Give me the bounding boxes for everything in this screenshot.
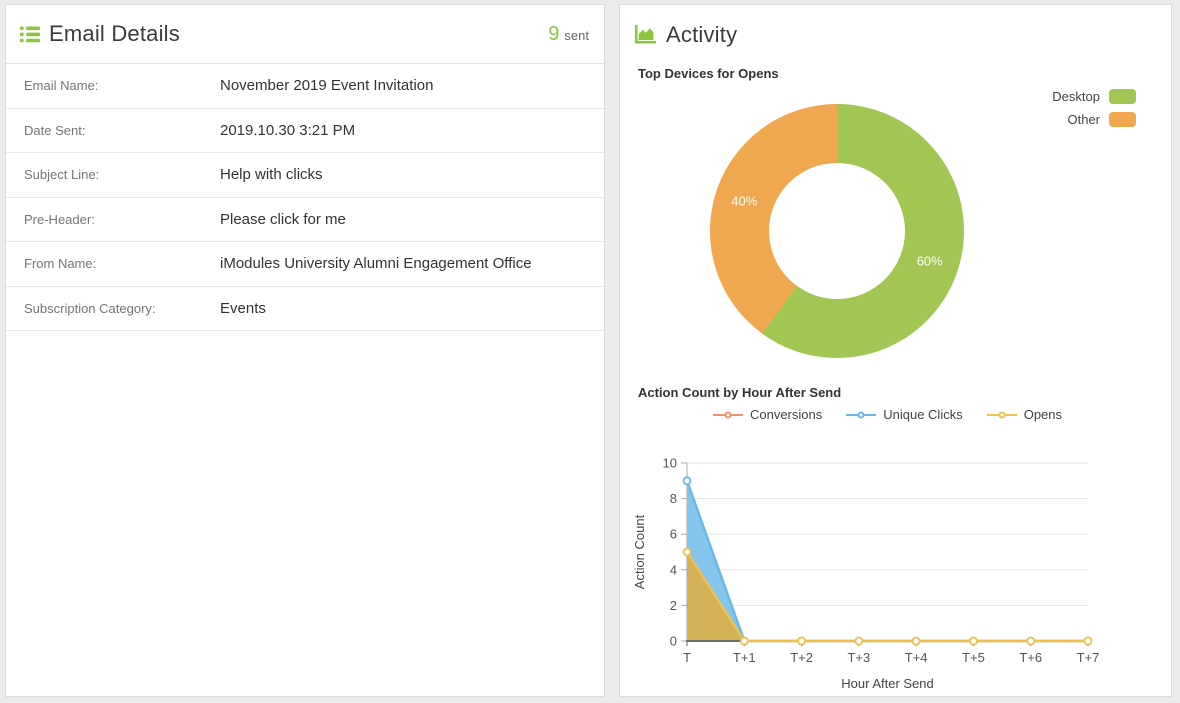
svg-text:Action Count: Action Count [632, 514, 647, 589]
svg-text:T+1: T+1 [733, 650, 756, 665]
svg-text:T+2: T+2 [790, 650, 813, 665]
activity-header: Activity [620, 5, 1171, 64]
activity-panel: Activity Top Devices for Opens 60% 40% De… [619, 4, 1172, 697]
action-count-chart: 0 2 4 6 8 10 T T+1 T+2 T+3 T+4 T+5 T+6 T+7 Hour After … [632, 456, 1100, 692]
field-value: iModules University Alumni Engagement Of… [220, 255, 532, 273]
email-details-panel: Email Details 9 sent Email Name: Novembe… [5, 4, 605, 697]
svg-text:T+5: T+5 [962, 650, 985, 665]
sent-count: 9 [548, 22, 560, 45]
svg-text:10: 10 [663, 456, 677, 471]
field-value: 2019.10.30 3:21 PM [220, 121, 356, 139]
email-details-header: Email Details 9 sent [6, 5, 604, 64]
legend-label: Conversions [749, 407, 823, 422]
area-chart-icon [634, 24, 657, 45]
legend-item-unique-clicks[interactable]: Unique Clicks [846, 407, 963, 422]
svg-text:T: T [683, 650, 691, 665]
legend-swatch [1109, 112, 1136, 127]
field-value: Help with clicks [220, 166, 323, 184]
line-chart-title: Action Count by Hour After Send [638, 385, 842, 400]
legend-marker-icon [986, 409, 1017, 420]
svg-text:Hour After Send: Hour After Send [841, 676, 934, 691]
svg-text:T+7: T+7 [1077, 650, 1100, 665]
detail-row-email-name: Email Name: November 2019 Event Invitati… [6, 64, 604, 109]
field-label: From Name: [24, 256, 97, 272]
detail-row-pre-header: Pre-Header: Please click for me [6, 198, 604, 242]
svg-text:2: 2 [670, 598, 677, 613]
svg-text:4: 4 [670, 562, 677, 577]
detail-row-subject-line: Subject Line: Help with clicks [6, 153, 604, 198]
field-label: Pre-Header: [24, 211, 95, 227]
legend-item-desktop[interactable]: Desktop [1052, 85, 1136, 108]
legend-label: Desktop [1052, 89, 1100, 104]
donut-slice-label: 40% [731, 193, 758, 209]
field-label: Date Sent: [24, 122, 86, 138]
donut-legend: Desktop Other [1052, 85, 1136, 131]
detail-row-from-name: From Name: iModules University Alumni En… [6, 242, 604, 287]
field-value: November 2019 Event Invitation [220, 77, 434, 95]
legend-item-other[interactable]: Other [1052, 108, 1136, 131]
legend-label: Opens [1023, 407, 1063, 422]
donut-hole [769, 163, 905, 299]
legend-item-conversions[interactable]: Conversions [712, 407, 823, 422]
field-label: Subject Line: [24, 167, 100, 183]
legend-label: Other [1067, 112, 1100, 127]
page-title: Email Details [49, 21, 180, 46]
sent-label: sent [564, 27, 589, 43]
field-value: Events [220, 299, 266, 317]
top-devices-donut-chart: 60% 40% [710, 104, 964, 358]
field-label: Subscription Category: [24, 300, 156, 316]
field-value: Please click for me [220, 210, 346, 228]
legend-swatch [1109, 89, 1136, 104]
detail-row-subscription-category: Subscription Category: Events [6, 287, 604, 331]
legend-item-opens[interactable]: Opens [986, 407, 1063, 422]
legend-marker-icon [846, 409, 877, 420]
activity-title: Activity [666, 21, 738, 47]
svg-text:T+3: T+3 [847, 650, 870, 665]
field-label: Email Name: [24, 78, 99, 94]
svg-text:8: 8 [670, 491, 677, 506]
legend-marker-icon [712, 409, 743, 420]
svg-text:T+6: T+6 [1019, 650, 1042, 665]
svg-text:T+4: T+4 [905, 650, 928, 665]
line-chart-legend: Conversions Unique Clicks Opens [620, 407, 1155, 422]
svg-text:0: 0 [670, 634, 677, 649]
svg-text:6: 6 [670, 527, 677, 542]
donut-chart-title: Top Devices for Opens [638, 66, 779, 81]
list-icon [20, 25, 40, 44]
detail-row-date-sent: Date Sent: 2019.10.30 3:21 PM [6, 109, 604, 153]
donut-slice-label: 60% [916, 253, 943, 269]
legend-label: Unique Clicks [883, 407, 963, 422]
sent-summary: 9 sent [548, 23, 589, 46]
